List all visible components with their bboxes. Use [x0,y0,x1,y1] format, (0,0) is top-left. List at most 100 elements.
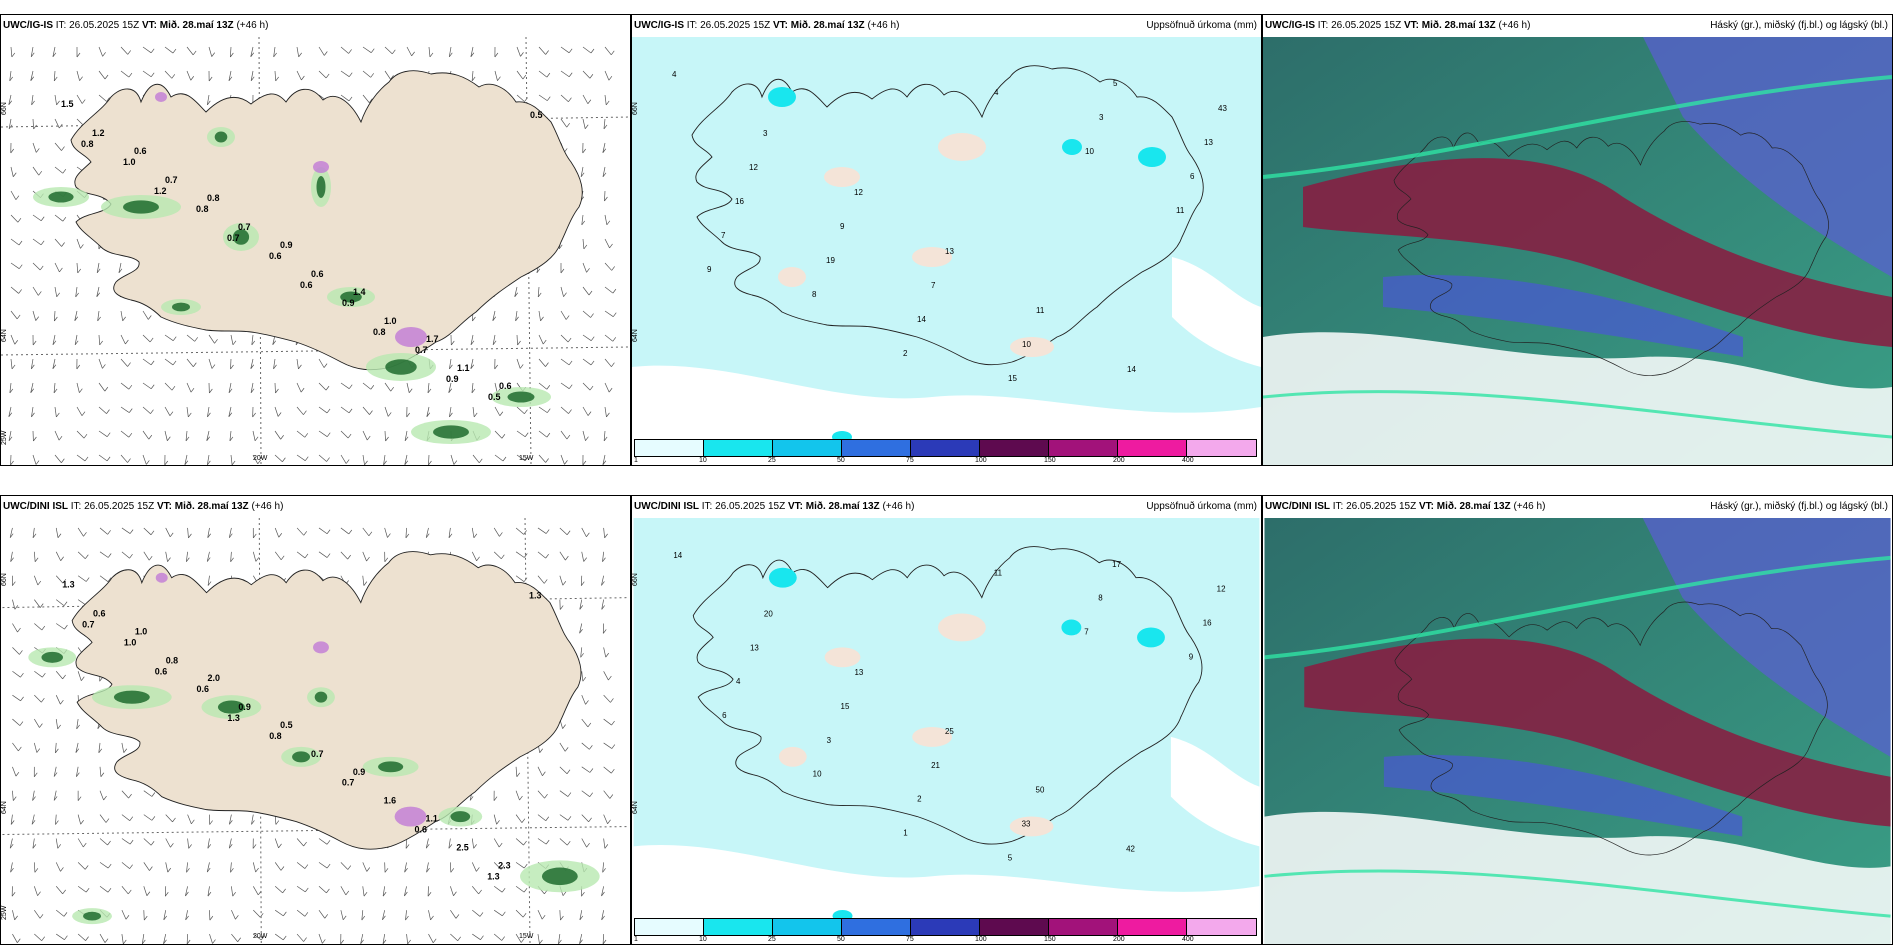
precip-value: 1.5 [61,99,74,109]
wind-barb-flag [497,76,501,81]
wind-barb-flag [476,867,480,872]
wind-barb [450,933,458,942]
wind-barb-flag [18,240,23,246]
wind-barb-flag [75,748,80,753]
wind-barb-flag [560,915,564,921]
wind-barb-flag [408,388,413,393]
wind-barb [360,933,364,944]
wind-barb [143,790,153,797]
wind-barb [361,910,364,921]
wind-barb [10,190,17,200]
precip-value: 2.5 [456,842,468,852]
wind-barb-flag [568,97,572,102]
wind-barb [404,430,408,441]
panel-title: Háský (gr.), miðský (fj.bl.) og lágský (… [1710,20,1888,31]
wind-barb [558,933,561,944]
wind-barb-flag [583,557,587,562]
wind-barb-flag [427,388,432,394]
wind-barb [30,382,34,393]
wind-barb [54,238,62,247]
wind-barb-flag [272,340,277,345]
wind-barb-flag [129,839,134,845]
wind-barb [559,790,569,797]
wind-barb [604,382,610,393]
wind-barb [362,94,370,103]
precip-value: 1.7 [426,334,439,344]
wind-barb [362,862,368,872]
wind-barb [560,94,569,102]
precip-value: 1.2 [92,128,105,138]
panel-header: UWC/IG-IS IT: 26.05.2025 15Z VT: Mið. 28… [3,20,269,31]
wind-barb-flag [601,891,605,897]
wind-barb [55,575,64,584]
precip-value: 0.6 [134,146,147,156]
wind-barb-flag [57,724,61,730]
wind-barb-flag [427,892,432,897]
wind-barb-flag [16,314,21,320]
wind-barb [55,886,63,895]
wind-barb-flag [31,100,35,106]
wind-barb-flag [275,820,280,825]
wind-barb-flag [150,384,155,389]
wind-barb-flag [32,844,37,849]
precip-heavy [83,911,102,921]
wind-barb [9,838,13,849]
wind-barb [538,430,548,438]
wind-barb-flag [129,816,134,821]
precip-value: 10 [813,770,822,779]
wind-barb [99,862,109,869]
wind-barb-flag [63,601,68,606]
wind-barb-flag [15,771,20,777]
wind-barb [164,382,173,391]
wind-barb-flag [273,52,277,58]
precip-value: 1 [903,828,908,837]
wind-barb-flag [542,771,546,776]
wind-barb-flag [250,364,255,369]
wind-barb-flag [52,364,57,369]
wind-barb-flag [348,96,353,102]
wind-barb-flag [523,553,528,558]
wind-barb-flag [19,650,23,655]
wind-barb-flag [603,436,608,442]
wind-barb-flag [229,533,233,538]
precip-value: 4 [994,88,999,97]
wind-barb-flag [167,436,171,441]
wind-barb-flag [150,360,155,366]
wind-barb [384,382,392,392]
precip-heavy [385,359,417,375]
wind-barb-flag [326,888,330,894]
wind-barb-flag [34,868,39,873]
wind-barb [318,430,328,437]
wind-barb-flag [32,796,36,801]
wind-barb [54,406,57,417]
colorbar-ticks: 1 10 25 50 75 100 150 200 400 [634,936,1261,944]
wind-barb-flag [171,74,176,79]
wind-barb-flag [148,556,153,561]
precip-heavy [450,811,471,823]
wind-barb-flag [470,364,475,369]
wind-barb [77,862,86,870]
wind-barb-flag [207,460,211,465]
wind-barb-flag [57,533,62,538]
wind-barb [406,46,412,57]
wind-barb-flag [127,50,132,55]
wind-barb-flag [100,772,105,777]
wind-barb [493,527,500,537]
wind-barb-flag [473,844,477,849]
wind-barb-flag [609,243,613,249]
wind-barb [187,838,190,849]
wind-barb-flag [448,533,453,539]
wind-barb [32,142,37,153]
wind-barb [53,382,56,393]
wind-barb [56,599,65,606]
lat-label: 66N [1,102,8,115]
precip-value: 0.9 [353,767,365,777]
wind-barb-flag [453,460,458,465]
wind-barb-flag [449,52,453,58]
colorbar [634,918,1257,936]
precip-value: 2 [917,795,922,804]
wind-barb-flag [524,409,528,414]
wind-barb [121,886,129,895]
heavy-precip [768,567,797,588]
wind-barb-flag [587,722,592,728]
